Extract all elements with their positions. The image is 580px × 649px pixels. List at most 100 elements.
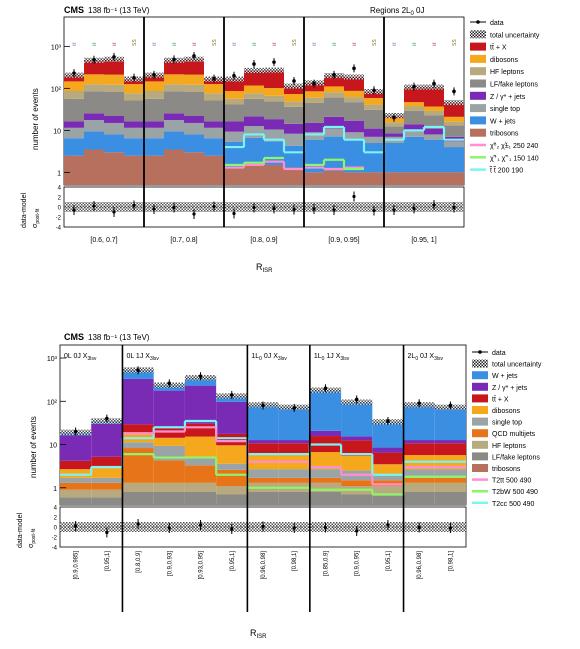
bottom-bar-lf_fake	[403, 491, 435, 505]
top-bar-hf_leptons	[224, 98, 244, 105]
top-bar-tribosons	[204, 155, 224, 185]
top-ratio-point	[392, 208, 396, 212]
bottom-region-label: 1L0 1J X3lsv	[314, 353, 350, 362]
top-ytick-label: 10	[53, 128, 61, 135]
top-ratio-point	[332, 208, 336, 212]
bottom-bin-label: [0.96,0.98]	[417, 551, 423, 580]
top-region-label: Regions 2L0 0J	[370, 6, 425, 17]
bottom-bar-lf_fake	[91, 497, 123, 505]
top-bar-tribosons	[384, 172, 404, 185]
top-bin-label: ℓℓ	[172, 42, 178, 46]
bottom-bar-qcd_multijets	[278, 477, 310, 483]
top-bar-ttbar_x	[164, 60, 184, 75]
top-ratio-point	[412, 206, 416, 211]
top-legend-label: tt̄ + X	[490, 44, 507, 52]
top-ratio-point	[132, 203, 136, 208]
bottom-bar-qcd_multijets	[91, 482, 123, 490]
bottom-bar-w_jets	[278, 407, 310, 441]
bottom-bar-single_top	[434, 469, 466, 478]
top-group-label: [0.7, 0.8]	[170, 237, 197, 244]
bottom-legend-label: HF leptons	[492, 443, 526, 450]
top-bar-dibosons	[224, 91, 244, 99]
bottom-data-point	[136, 368, 140, 373]
top-bar-single_top	[204, 127, 224, 139]
top-bar-w_jets	[124, 138, 144, 156]
top-uncertainty-band	[444, 99, 464, 106]
bottom-bar-qcd_multijets	[434, 477, 466, 483]
bottom-ratio-tick-label: -4	[52, 546, 58, 552]
top-legend-label: W + jets	[490, 118, 516, 125]
top-bar-lf_fake	[444, 125, 464, 137]
top-bar-w_jets	[144, 138, 164, 156]
top-bar-single_top	[344, 132, 364, 140]
bottom-bar-qcd_multijets	[372, 480, 404, 486]
bottom-bar-qcd_multijets	[153, 460, 185, 483]
top-bar-z_gamma_jets	[64, 121, 84, 128]
bottom-bar-ttbar_x	[247, 443, 279, 456]
top-bin-label: SS	[292, 39, 298, 46]
top-bar-single_top	[244, 126, 264, 138]
top-bar-lf_fake	[144, 98, 164, 122]
top-bar-z_gamma_jets	[424, 128, 444, 135]
bottom-bar-z_gamma_jets	[434, 440, 466, 444]
top-bar-hf_leptons	[424, 110, 444, 116]
bottom-data-point	[198, 374, 203, 378]
top-bar-lf_fake	[264, 101, 284, 120]
bottom-bin-label: [0.9,0.95]	[355, 551, 361, 576]
top-legend-swatch-w_jets	[470, 116, 486, 125]
bottom-bar-hf_leptons	[216, 486, 248, 495]
top-ratio-tick-label: 2	[58, 196, 62, 202]
bottom-bar-dibosons	[309, 452, 342, 470]
top-bar-ttbar_x	[264, 70, 284, 89]
bottom-bar-dibosons	[153, 437, 185, 446]
top-bar-z_gamma_jets	[224, 121, 244, 132]
bottom-bar-ttbar_x	[91, 456, 123, 466]
top-bar-tribosons	[244, 163, 264, 185]
top-group-label: [0.6, 0.7]	[90, 237, 117, 244]
top-bar-dibosons	[404, 102, 424, 107]
bottom-bar-ttbar_x	[372, 452, 404, 465]
top-bar-hf_leptons	[164, 84, 184, 92]
top-ratio-point	[72, 208, 76, 212]
bottom-bin-label: [0.95,1]	[105, 551, 111, 571]
bottom-bar-lf_fake	[309, 491, 342, 505]
top-legend-swatch-uncertainty	[470, 30, 486, 39]
top-bin-label: ℓℓ	[232, 42, 238, 46]
bottom-region-label-sub: 3lsv	[87, 356, 96, 362]
top-bar-ttbar_x	[244, 70, 264, 86]
top-data-point	[112, 55, 116, 59]
top-data-point	[372, 88, 376, 93]
bottom-bar-single_top	[372, 474, 404, 481]
top-bin-label: ℓℓ	[252, 42, 258, 46]
top-ytick-label: 10²	[51, 86, 62, 93]
bottom-bar-ttbar_x	[60, 460, 92, 470]
top-bar-single_top	[184, 122, 204, 135]
top-ratio-point	[172, 205, 176, 210]
bottom-legend-swatch-tribosons	[472, 464, 488, 472]
bottom-data-point	[73, 429, 78, 434]
top-bar-dibosons	[124, 84, 144, 94]
top-bar-single_top	[284, 133, 304, 146]
bottom-legend-data-dot	[478, 350, 482, 354]
top-bar-z_gamma_jets	[104, 115, 124, 123]
top-data-point	[412, 84, 416, 89]
top-bar-w_jets	[224, 141, 244, 168]
bottom-bar-ttbar_x	[403, 443, 435, 456]
bottom-ytick-label: 1	[53, 486, 57, 493]
top-ratio-point	[212, 204, 216, 209]
top-uncertainty-band	[284, 83, 304, 89]
bottom-data-point	[261, 403, 265, 408]
top-bar-hf_leptons	[124, 93, 144, 101]
top-bar-z_gamma_jets	[164, 113, 184, 121]
top-bar-lf_fake	[164, 91, 184, 114]
bottom-ratio-tick-label: 2	[54, 516, 58, 522]
top-bar-ttbar_x	[324, 75, 344, 87]
bottom-legend-label: LF/fake leptons	[492, 454, 540, 461]
top-legend-label: t̃ t̃ 200 190	[489, 167, 523, 175]
bottom-bar-lf_fake	[184, 491, 217, 505]
bottom-legend-label: tt̄ + X	[492, 396, 509, 404]
top-bar-hf_leptons	[344, 97, 364, 103]
bottom-region-label-cont: 1J X	[324, 353, 340, 360]
top-bar-w_jets	[204, 138, 224, 156]
top-bar-single_top	[264, 129, 284, 142]
